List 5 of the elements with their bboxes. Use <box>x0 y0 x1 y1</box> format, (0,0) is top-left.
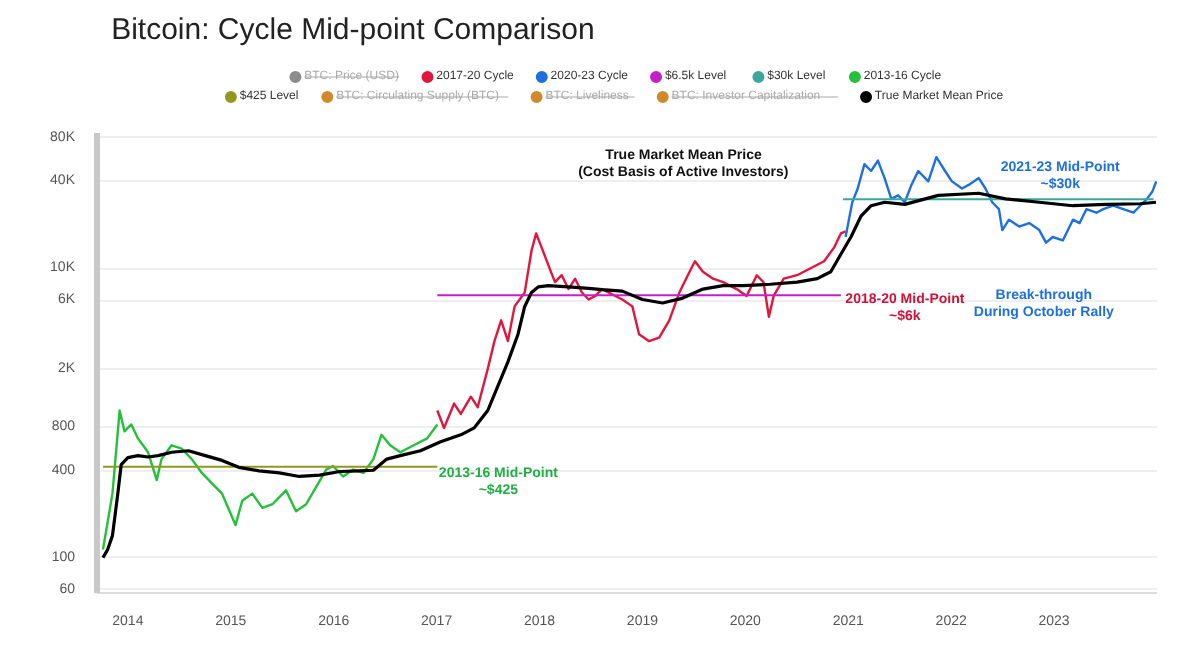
line-series <box>101 191 1157 560</box>
line-series <box>844 156 1157 244</box>
chart-title: Bitcoin: Cycle Mid-point Comparison <box>111 13 595 47</box>
line-series <box>436 230 847 430</box>
line-series <box>101 409 439 551</box>
